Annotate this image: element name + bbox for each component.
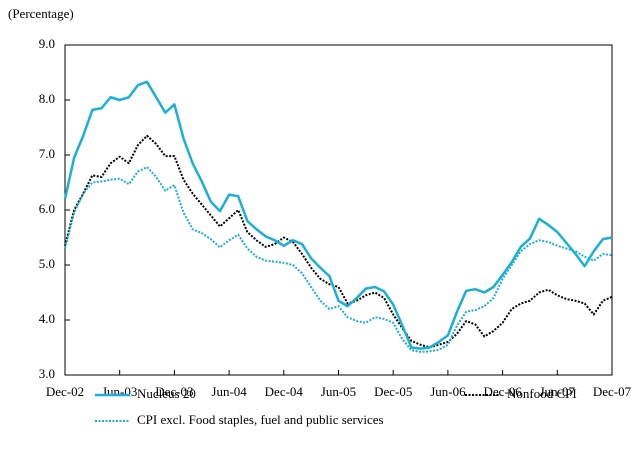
y-tick-label: 8.0 bbox=[39, 91, 55, 106]
x-tick-label: Dec-03 bbox=[155, 384, 193, 399]
x-tick-label: Dec-02 bbox=[46, 384, 84, 399]
y-tick-label: 5.0 bbox=[39, 256, 55, 271]
x-tick-label: Dec-05 bbox=[374, 384, 412, 399]
series-line bbox=[63, 80, 613, 350]
x-tick-label: Jun-06 bbox=[430, 384, 466, 399]
x-tick-label: Jun-05 bbox=[321, 384, 356, 399]
y-axis-label: (Percentage) bbox=[8, 6, 74, 21]
x-tick-label: Dec-07 bbox=[593, 384, 632, 399]
plot-frame bbox=[64, 44, 613, 376]
legend-label: Nonfood CPI bbox=[507, 386, 577, 401]
x-tick-label: Jun-04 bbox=[211, 384, 247, 399]
x-tick-label: Dec-04 bbox=[265, 384, 304, 399]
y-tick-label: 7.0 bbox=[39, 146, 55, 161]
series-line bbox=[64, 134, 613, 349]
y-tick-label: 6.0 bbox=[39, 201, 55, 216]
x-tick-label: Jun-03 bbox=[102, 384, 137, 399]
y-tick-label: 4.0 bbox=[39, 311, 55, 326]
x-tick-label: Jun-07 bbox=[540, 384, 576, 399]
series-line bbox=[64, 166, 613, 353]
legend-label: Nucleus 20 bbox=[137, 386, 196, 401]
y-tick-label: 3.0 bbox=[39, 366, 55, 381]
y-tick-label: 9.0 bbox=[39, 36, 55, 51]
legend-label: CPI excl. Food staples, fuel and public … bbox=[137, 412, 384, 427]
